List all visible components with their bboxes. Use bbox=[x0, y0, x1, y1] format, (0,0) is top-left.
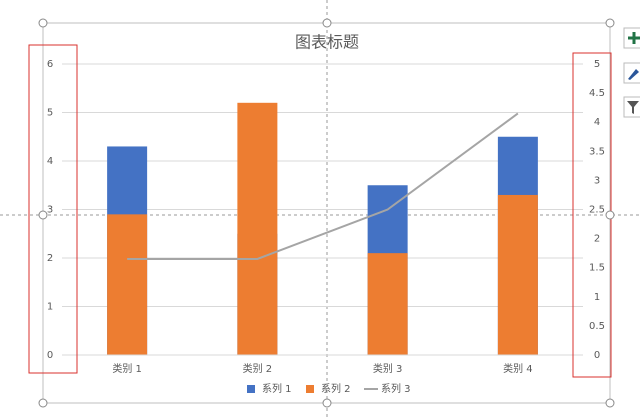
resize-handle[interactable] bbox=[605, 398, 615, 408]
resize-handle[interactable] bbox=[605, 210, 615, 220]
y-tick-label: 2 bbox=[47, 253, 53, 264]
x-tick-label: 类别 4 bbox=[503, 362, 533, 375]
resize-handle[interactable] bbox=[322, 398, 332, 408]
legend-swatch bbox=[306, 385, 314, 393]
line-series bbox=[127, 112, 519, 260]
legend-label: 系列 1 bbox=[262, 382, 292, 395]
y2-tick-label: 5 bbox=[594, 59, 600, 70]
y2-tick-label: 0.5 bbox=[589, 321, 605, 332]
resize-handle[interactable] bbox=[38, 398, 48, 408]
chart-title: 图表标题 bbox=[295, 33, 359, 52]
brush-icon bbox=[628, 69, 639, 80]
y2-tick-label: 1 bbox=[594, 292, 600, 303]
chart-tools bbox=[623, 27, 640, 118]
y2-tick-label: 0 bbox=[594, 350, 600, 361]
resize-handle[interactable] bbox=[38, 210, 48, 220]
bar bbox=[497, 194, 538, 355]
x-tick-label: 类别 1 bbox=[112, 362, 142, 375]
y2-tick-label: 4 bbox=[594, 117, 600, 128]
y-tick-label: 3 bbox=[47, 205, 53, 216]
y-tick-label: 0 bbox=[47, 350, 53, 361]
bar bbox=[107, 214, 148, 355]
y2-tick-label: 2.5 bbox=[589, 205, 605, 216]
x-tick-label: 类别 2 bbox=[243, 362, 273, 375]
y2-tick-label: 1.5 bbox=[589, 263, 605, 274]
y-tick-label: 5 bbox=[47, 108, 53, 119]
legend-label: 系列 3 bbox=[381, 382, 411, 395]
style-button[interactable] bbox=[623, 62, 640, 84]
handles bbox=[38, 18, 615, 408]
y2-tick-label: 4.5 bbox=[589, 88, 605, 99]
legend-label: 系列 2 bbox=[321, 382, 351, 395]
resize-handle[interactable] bbox=[322, 18, 332, 28]
y-tick-label: 6 bbox=[47, 59, 53, 70]
resize-handle[interactable] bbox=[605, 18, 615, 28]
bar bbox=[367, 253, 408, 355]
y-tick-label: 1 bbox=[47, 302, 53, 313]
x-tick-label: 类别 3 bbox=[373, 362, 403, 375]
legend-swatch bbox=[247, 385, 255, 393]
resize-handle[interactable] bbox=[38, 18, 48, 28]
highlight-box bbox=[28, 44, 78, 374]
filter-icon bbox=[627, 101, 639, 114]
y-tick-label: 4 bbox=[47, 156, 53, 167]
bar bbox=[237, 102, 278, 355]
y2-tick-label: 3.5 bbox=[589, 146, 605, 157]
y2-tick-label: 3 bbox=[594, 175, 600, 186]
plus-icon bbox=[628, 32, 640, 44]
y2-tick-label: 2 bbox=[594, 234, 600, 245]
